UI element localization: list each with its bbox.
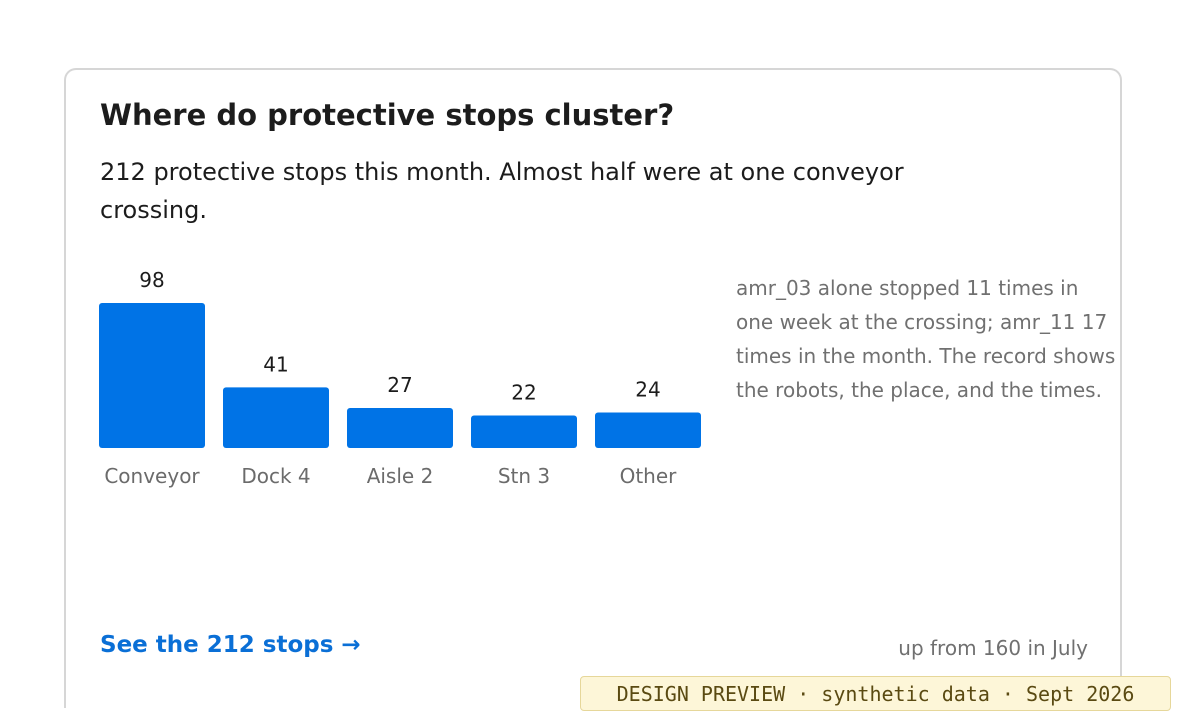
bar-stn-3 (471, 415, 577, 448)
category-tick-label: Conveyor (104, 464, 200, 488)
bar-dock-4 (223, 387, 329, 448)
category-tick-label: Stn 3 (498, 464, 550, 488)
bar-value-label: 41 (263, 352, 288, 376)
card-subtitle: 212 protective stops this month. Almost … (100, 158, 904, 224)
bar-value-label: 98 (139, 268, 164, 292)
design-preview-badge: DESIGN PREVIEW · synthetic data · Sept 2… (580, 676, 1171, 711)
see-stops-link[interactable]: See the 212 stops → (100, 632, 361, 658)
card-title: Where do protective stops cluster? (100, 98, 675, 132)
bar-aisle-2 (347, 408, 453, 448)
bar-conveyor (99, 303, 205, 448)
change-note: up from 160 in July (898, 636, 1088, 660)
bar-chart: 98 Conveyor 41 Dock 4 27 Aisle 2 22 Stn 3 24 Othe… (99, 268, 701, 488)
category-tick-label: Aisle 2 (367, 464, 434, 488)
bar-value-label: 27 (387, 373, 412, 397)
bar-value-label: 24 (635, 377, 660, 401)
bar-other (595, 412, 701, 448)
chart-annotation: amr_03 alone stopped 11 times in one wee… (736, 276, 1116, 402)
category-tick-label: Dock 4 (241, 464, 310, 488)
category-tick-label: Other (620, 464, 678, 488)
bar-value-label: 22 (511, 380, 536, 404)
